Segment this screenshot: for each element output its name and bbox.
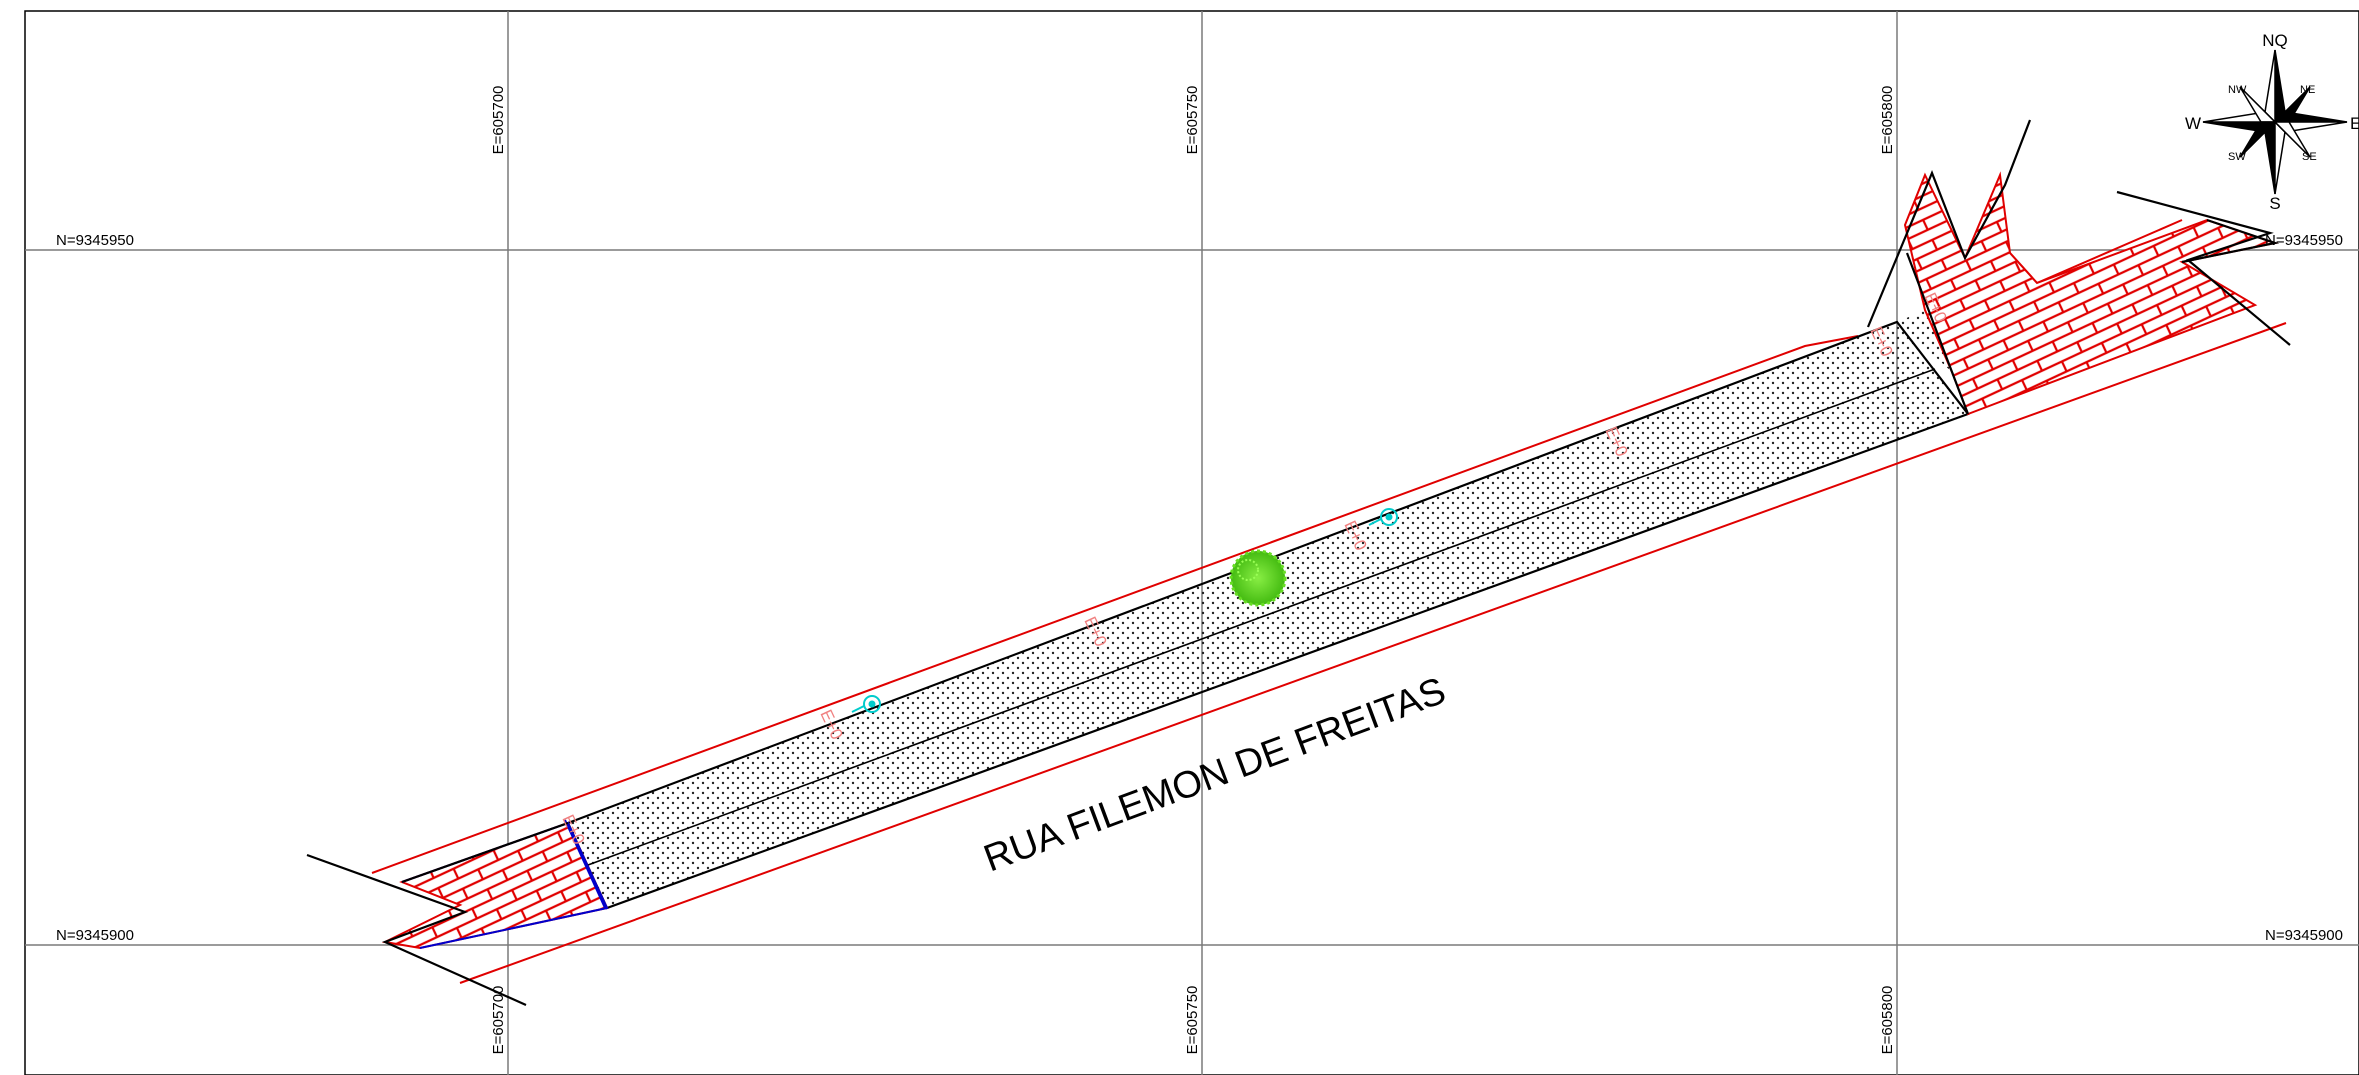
grid-labels: E=605700 E=605750 E=605800 E=605700 E=60…: [56, 86, 2343, 1055]
station-labels: E+0 E+0 E+0 E+0 E+0 E+0 E+0: [558, 290, 1950, 848]
northing-label: N=9345900: [56, 927, 134, 944]
lamp-post-icon: [851, 695, 881, 713]
map-frame: [24, 10, 2359, 1075]
road-centerline: [587, 368, 1936, 866]
road-surface-upper: [1897, 310, 1952, 372]
lamp-post-icon: [1368, 508, 1398, 526]
easting-label: E=605800: [1879, 86, 1896, 155]
paving-east: [1903, 171, 2279, 416]
compass-northwest-label: NW: [2228, 84, 2247, 96]
compass-southwest-label: SW: [2228, 151, 2246, 163]
easting-label: E=605700: [490, 86, 507, 155]
northing-label: N=9345900: [2265, 927, 2343, 944]
northing-label: N=9345950: [56, 232, 134, 249]
easting-label: E=605750: [1184, 86, 1201, 155]
tree-icon: [1229, 549, 1287, 607]
compass-southeast-label: SE: [2302, 151, 2317, 163]
northing-label: N=9345950: [2265, 232, 2343, 249]
compass-northeast-label: NE: [2300, 84, 2315, 96]
compass-rose-icon: NQ S E W NE NW SE SW: [2185, 31, 2359, 213]
road-edge-lines: [306, 119, 2291, 1007]
compass-south-label: S: [2269, 194, 2280, 213]
compass-east-label: E: [2350, 114, 2359, 133]
easting-label: E=605800: [1879, 986, 1896, 1055]
easting-label: E=605750: [1184, 986, 1201, 1055]
coordinate-grid: [25, 11, 2359, 1075]
compass-north-label: NQ: [2262, 31, 2288, 50]
compass-west-label: W: [2185, 114, 2201, 133]
easting-label: E=605700: [490, 986, 507, 1055]
